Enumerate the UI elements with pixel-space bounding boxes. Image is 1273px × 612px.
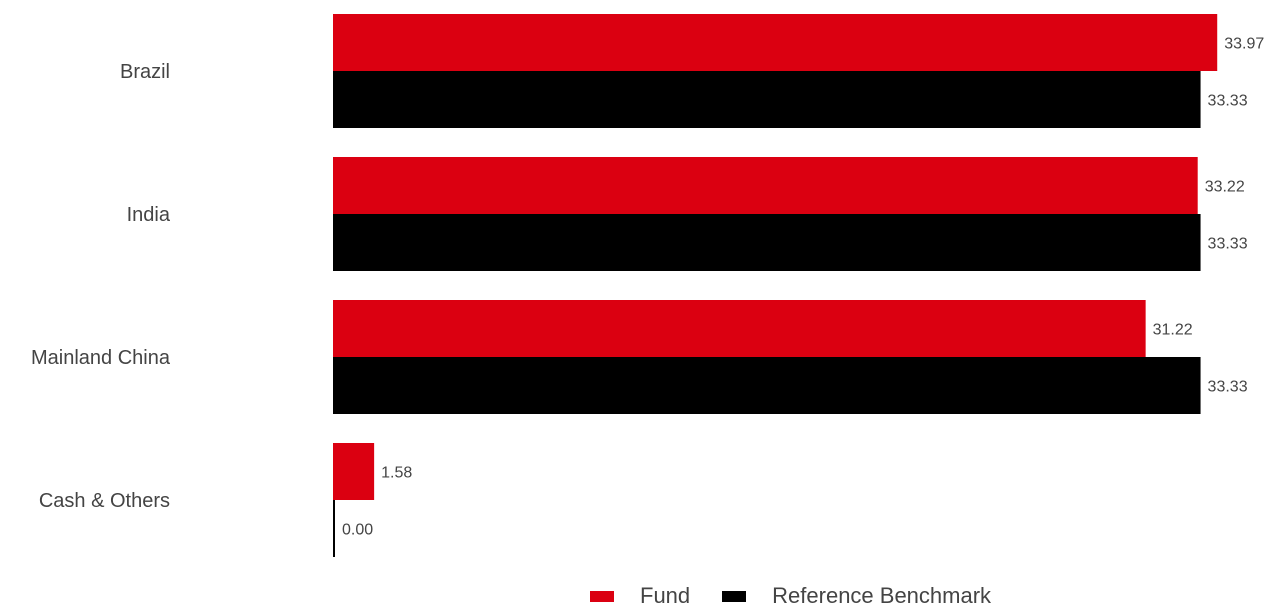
- legend: Fund Reference Benchmark: [590, 583, 1023, 609]
- data-label: 33.33: [1208, 93, 1248, 110]
- legend-swatch-benchmark: [722, 590, 747, 602]
- bar-benchmark: [333, 500, 335, 557]
- data-label: 31.22: [1153, 322, 1193, 339]
- legend-label-fund: Fund: [640, 583, 691, 608]
- legend-swatch-fund: [590, 590, 614, 602]
- category-label: Brazil: [120, 61, 170, 83]
- data-label: 1.58: [381, 465, 412, 482]
- category-label: Cash & Others: [39, 490, 170, 512]
- legend-item-fund: Fund: [590, 583, 690, 609]
- bar-benchmark: [333, 214, 1201, 271]
- legend-item-benchmark: Reference Benchmark: [722, 583, 991, 609]
- data-label: 33.33: [1208, 236, 1248, 253]
- category-label: Mainland China: [31, 347, 171, 369]
- category-label: India: [127, 204, 171, 226]
- legend-label-benchmark: Reference Benchmark: [772, 583, 992, 608]
- bar-fund: [333, 157, 1198, 214]
- bar-fund: [333, 443, 375, 500]
- data-label: 33.22: [1205, 179, 1245, 196]
- data-label: 33.33: [1208, 379, 1248, 396]
- data-label: 0.00: [342, 522, 373, 539]
- bar-benchmark: [333, 71, 1201, 128]
- data-label: 33.97: [1224, 36, 1264, 53]
- bar-fund: [333, 14, 1218, 71]
- bar-fund: [333, 300, 1146, 357]
- bar-benchmark: [333, 357, 1201, 414]
